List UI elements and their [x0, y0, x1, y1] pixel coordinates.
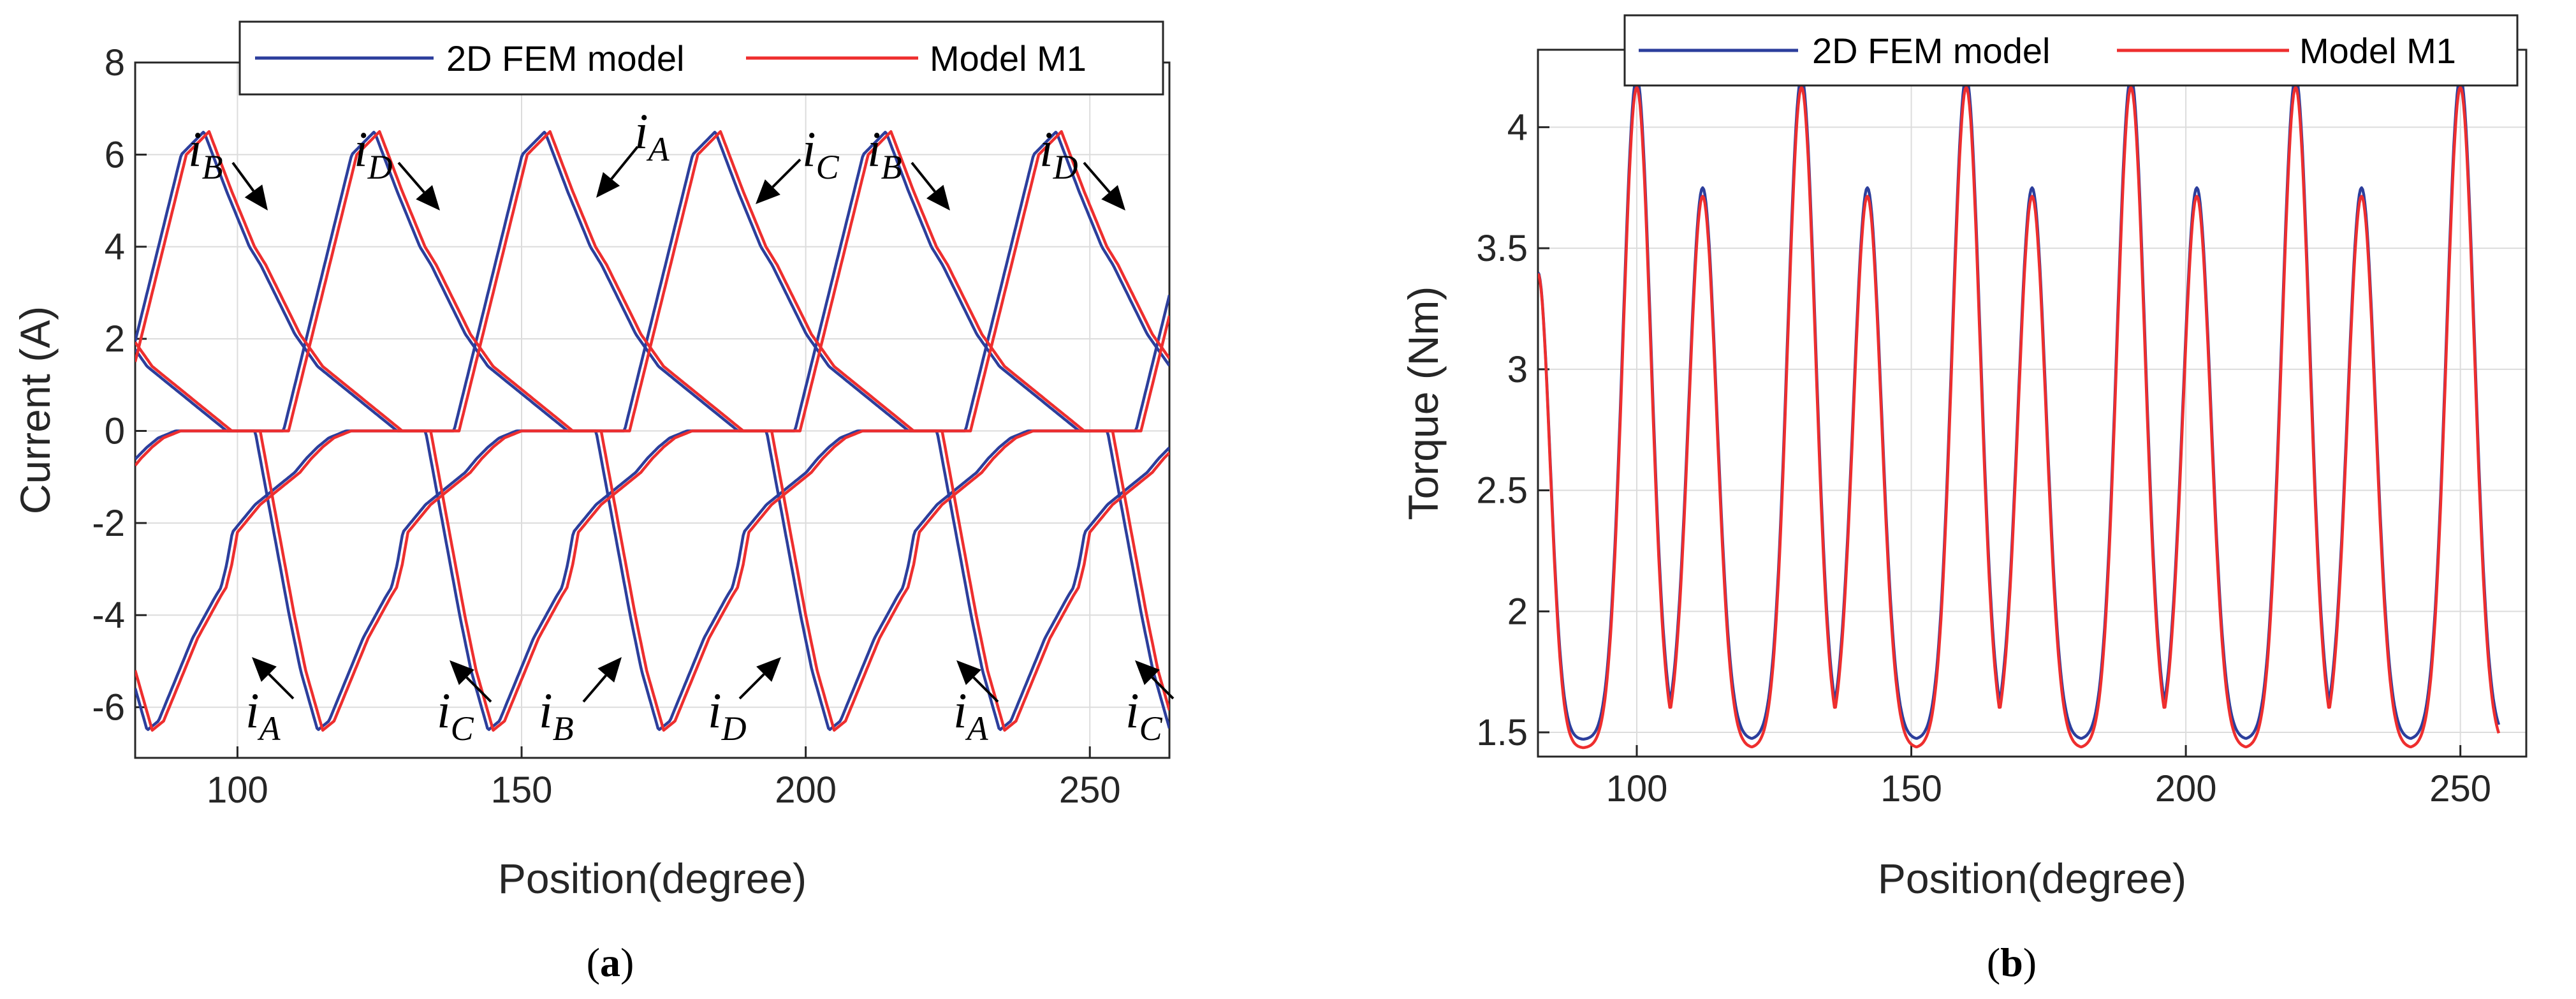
annotation-arrow-9 [738, 657, 781, 700]
tick-label-y-a-0: -6 [92, 687, 125, 729]
panel-a-current-chart: 100 150 200 250 -6 -4 -2 0 2 4 6 8 Position(degree)… [11, 20, 1175, 985]
annotation-arrow-5 [1083, 161, 1125, 211]
tick-label-y-a-1: -4 [92, 595, 125, 636]
panel-b-legend-label-fem: 2D FEM model [1812, 31, 2050, 71]
tick-label-y-a-2: -2 [92, 503, 125, 544]
panel-a-legend-label-m1: Model M1 [930, 38, 1087, 78]
annotation-arrow-4 [911, 161, 950, 211]
tick-label-y-b-4: 3.5 [1476, 228, 1528, 269]
annotation-iA-3: iA [953, 683, 989, 748]
annotation-arrow-10 [956, 660, 999, 703]
tick-label-y-a-4: 2 [105, 318, 125, 360]
panel-label-b: (b) [1987, 940, 2037, 985]
annotation-arrow-7 [450, 660, 492, 703]
annotation-arrow-3 [756, 158, 801, 204]
tick-label-y-b-1: 2 [1507, 591, 1528, 632]
panel-b-legend: 2D FEM model Model M1 [1623, 14, 2519, 87]
tick-label-y-b-0: 1.5 [1476, 712, 1528, 753]
tick-label-y-b-3: 3 [1507, 349, 1528, 390]
tick-label-x-b-0: 100 [1606, 768, 1668, 810]
annotation-arrow-8 [582, 657, 622, 703]
annotation-arrow-11 [1135, 660, 1175, 700]
annotation-arrow-2 [596, 145, 639, 198]
tick-label-x-b-3: 250 [2429, 768, 2491, 810]
panel-b-x-axis-label: Position(degree) [1878, 855, 2186, 902]
annotation-iB-1: iB [188, 121, 223, 186]
current-line-B-m1 [135, 130, 1169, 732]
annotation-arrow-6 [252, 657, 295, 700]
current-line-B-fem [135, 130, 1169, 731]
annotation-arrow-1 [397, 161, 440, 211]
current-line-D-m1 [135, 130, 1169, 732]
annotation-iA-1: iA [634, 103, 670, 168]
panel-a-series-lines [135, 130, 1169, 732]
tick-label-y-a-7: 8 [105, 42, 125, 84]
annotation-iD-1: iD [354, 121, 393, 186]
tick-label-x-a-2: 200 [775, 769, 837, 811]
panel-b-y-axis-label: Torque (Nm) [1400, 286, 1447, 521]
annotation-iB-3: iB [539, 683, 574, 748]
tick-label-x-a-1: 150 [491, 769, 553, 811]
annotation-arrow-0 [231, 161, 268, 211]
annotation-iC-3: iC [1125, 683, 1163, 748]
tick-label-x-b-1: 150 [1880, 768, 1942, 810]
tick-label-x-b-2: 200 [2155, 768, 2217, 810]
current-line-C-m1 [135, 130, 1169, 732]
panel-a-x-axis-label: Position(degree) [498, 855, 807, 902]
current-line-D-fem [135, 130, 1169, 731]
annotation-iB-2: iB [867, 121, 902, 186]
annotation-iA-2: iA [245, 683, 281, 748]
tick-label-x-a-3: 250 [1059, 769, 1121, 811]
current-line-A-fem [135, 130, 1169, 731]
torque-line-m1 [1538, 85, 2501, 750]
panel-a-annotation-arrows [231, 145, 1175, 703]
tick-label-y-a-3: 0 [105, 410, 125, 452]
panel-a-legend-label-fem: 2D FEM model [446, 38, 684, 78]
tick-label-y-b-2: 2.5 [1476, 470, 1528, 512]
panel-label-a: (a) [587, 940, 634, 985]
annotation-iD-3: iD [708, 683, 747, 748]
tick-label-y-a-5: 4 [105, 226, 125, 268]
tick-label-y-a-6: 6 [105, 134, 125, 175]
panel-a-legend: 2D FEM model Model M1 [238, 20, 1164, 96]
panel-a-ticks: 100 150 200 250 -6 -4 -2 0 2 4 6 8 [92, 42, 1120, 811]
current-line-A-m1 [135, 130, 1169, 732]
panel-b-torque-chart: 100 150 200 250 1.5 2 2.5 3 3.5 4 Position(degree… [1400, 14, 2528, 985]
panel-b-plot-frame [1537, 48, 2528, 758]
tick-label-x-a-0: 100 [207, 769, 268, 811]
panel-b-series-lines [1538, 75, 2501, 750]
annotation-iD-2: iD [1039, 121, 1078, 186]
panel-a-y-axis-label: Current (A) [11, 306, 59, 514]
panel-b-ticks: 100 150 200 250 1.5 2 2.5 3 3.5 4 [1476, 107, 2491, 810]
panel-b-grid [1538, 50, 2526, 757]
tick-label-y-b-5: 4 [1507, 107, 1528, 148]
annotation-iC-1: iC [802, 121, 840, 186]
annotation-iC-2: iC [437, 683, 474, 748]
panel-b-legend-label-m1: Model M1 [2299, 31, 2456, 71]
